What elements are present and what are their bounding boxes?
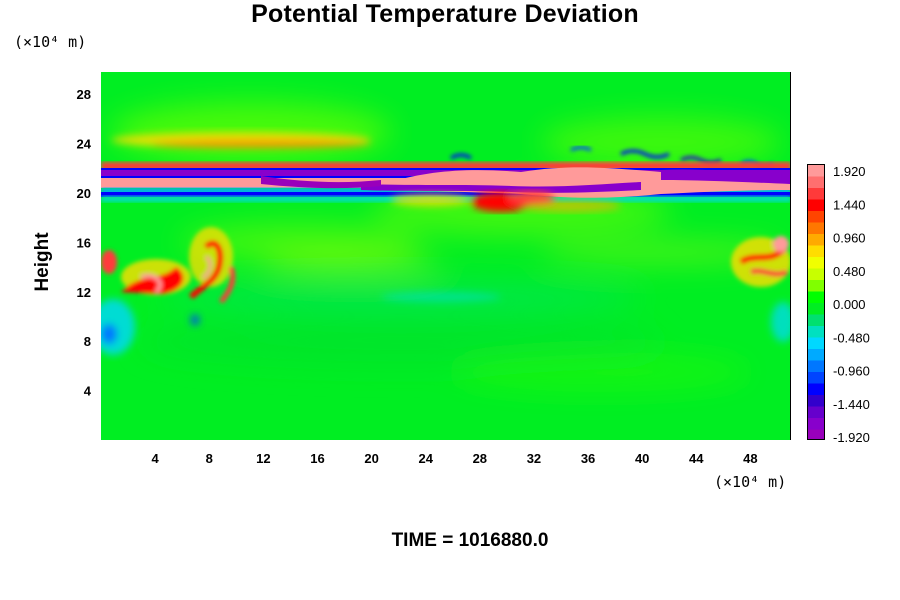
- y-axis-ticks: 4 8 12 16 20 24 28: [77, 87, 92, 398]
- y-axis-unit: (×10⁴ m): [14, 33, 87, 51]
- colorbar: [807, 164, 825, 440]
- left-warm-filaments: [101, 227, 236, 304]
- x-tick-label: 24: [418, 451, 433, 466]
- x-tick-label: 44: [689, 451, 704, 466]
- colorbar-label: 1.920: [833, 164, 866, 179]
- x-tick-label: 48: [743, 451, 757, 466]
- time-footer: TIME = 1016880.0: [391, 530, 549, 551]
- x-tick-label: 8: [206, 451, 213, 466]
- x-tick-label: 20: [364, 451, 378, 466]
- y-tick-label: 16: [77, 235, 91, 250]
- colorbar-swatch: [808, 429, 824, 439]
- y-tick-label: 20: [77, 186, 91, 201]
- colorbar-swatch: [808, 372, 824, 384]
- y-tick-label: 8: [84, 334, 91, 349]
- colorbar-label: 1.440: [833, 197, 866, 212]
- left-cool-patch: [101, 292, 790, 355]
- colorbar-label: 0.480: [833, 264, 866, 279]
- x-tick-label: 28: [473, 451, 487, 466]
- colorbar-swatch: [808, 280, 824, 292]
- colorbar-swatch: [808, 337, 824, 350]
- y-tick-label: 24: [77, 137, 92, 152]
- colorbar-swatch: [808, 395, 824, 407]
- colorbar-swatch: [808, 349, 824, 361]
- colorbar-label: -0.480: [833, 330, 870, 345]
- colorbar-swatch: [808, 314, 824, 327]
- colorbar-label: -1.920: [833, 430, 870, 445]
- x-tick-label: 40: [635, 451, 649, 466]
- colorbar-swatch: [808, 234, 824, 246]
- x-axis-unit: (×10⁴ m): [714, 473, 787, 491]
- x-tick-label: 12: [256, 451, 270, 466]
- x-tick-label: 32: [527, 451, 541, 466]
- colorbar-swatch: [808, 303, 824, 315]
- y-tick-label: 28: [77, 87, 91, 102]
- colorbar-swatch: [808, 165, 824, 177]
- band-warm-tongue: [391, 191, 621, 212]
- colorbar-label: 0.960: [833, 231, 866, 246]
- colorbar-label: 0.000: [833, 297, 866, 312]
- colorbar-swatch: [808, 418, 824, 430]
- chart-title: Potential Temperature Deviation: [251, 0, 639, 28]
- colorbar-swatch: [808, 326, 824, 338]
- colorbar-swatch: [808, 383, 824, 396]
- colorbar-swatch: [808, 268, 824, 281]
- colorbar-swatch: [808, 291, 824, 304]
- x-axis-ticks: 4 8 12 16 20 24 28 32 36 40 44 48: [152, 451, 758, 466]
- colorbar-swatch: [808, 360, 824, 373]
- colorbar-swatch: [808, 188, 824, 200]
- right-warm-filaments: [731, 236, 790, 287]
- colorbar-swatch: [808, 245, 824, 258]
- band-perturbations: [261, 167, 790, 198]
- heatmap-field: [101, 72, 790, 440]
- x-tick-label: 4: [152, 451, 160, 466]
- colorbar-swatch: [808, 211, 824, 223]
- x-tick-label: 16: [310, 451, 324, 466]
- heatmap-plot-area: [101, 72, 791, 440]
- colorbar-swatch: [808, 199, 824, 212]
- colorbar-swatch: [808, 406, 824, 419]
- colorbar-swatch: [808, 257, 824, 269]
- colorbar-swatch: [808, 222, 824, 235]
- x-tick-label: 36: [581, 451, 595, 466]
- colorbar-labels: 1.920 1.440 0.960 0.480 0.000 -0.480 -0.960 -1.…: [833, 164, 870, 445]
- colorbar-label: -1.440: [833, 397, 870, 412]
- colorbar-label: -0.960: [833, 364, 870, 379]
- colorbar-swatch: [808, 176, 824, 189]
- y-tick-label: 4: [84, 384, 92, 399]
- y-tick-label: 12: [77, 285, 91, 300]
